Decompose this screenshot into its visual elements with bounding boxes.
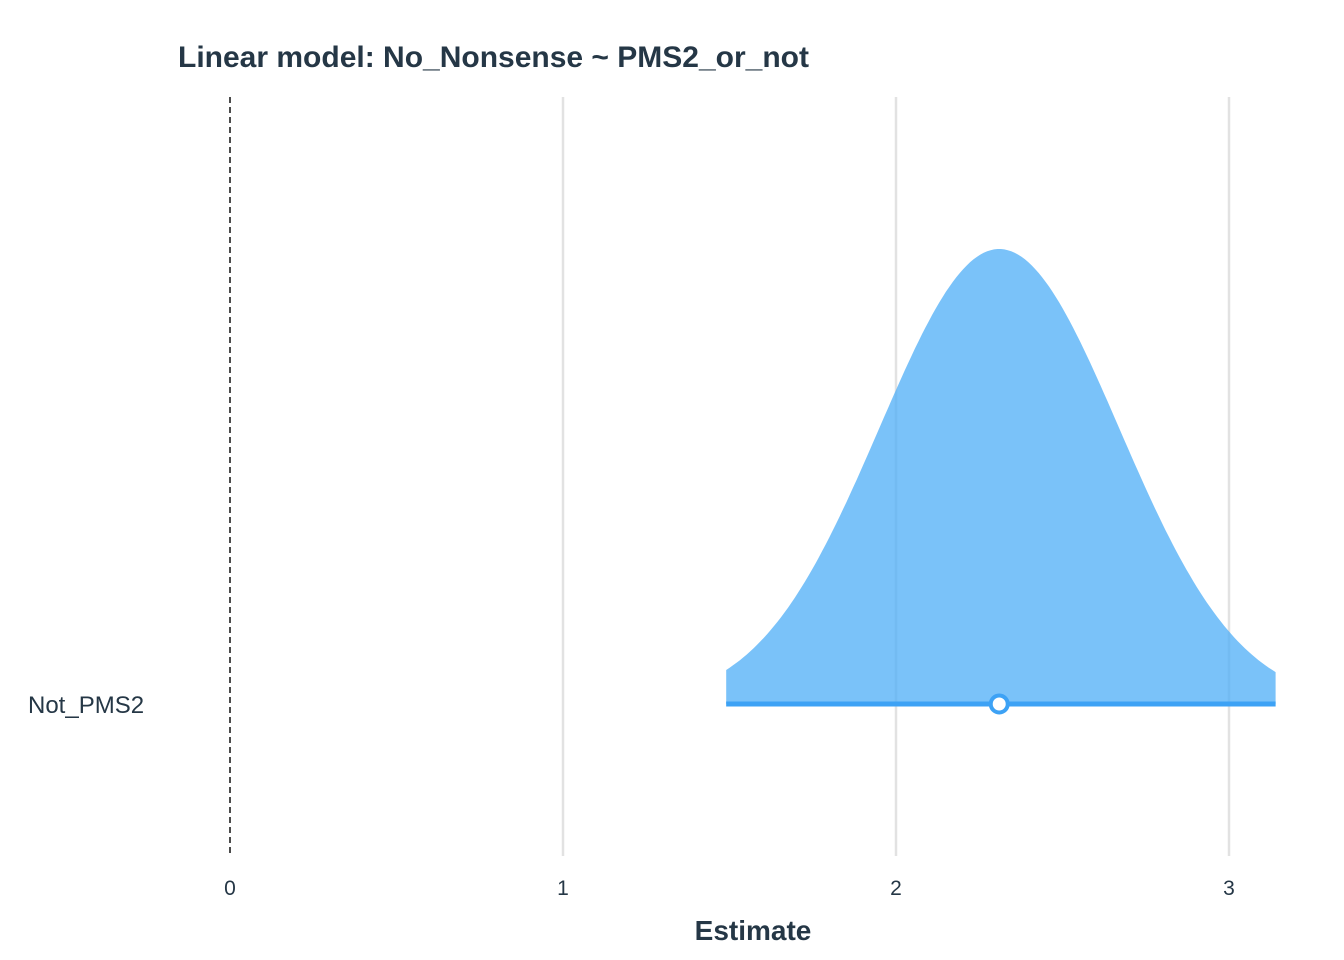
x-axis-title: Estimate bbox=[695, 915, 812, 946]
x-tick-label: 2 bbox=[890, 877, 902, 900]
chart-title: Linear model: No_Nonsense ~ PMS2_or_not bbox=[178, 41, 809, 74]
category-label: Not_PMS2 bbox=[28, 692, 144, 719]
x-tick-labels: 0 1 2 3 bbox=[224, 877, 1235, 900]
x-tick-label: 1 bbox=[557, 877, 569, 900]
density-area bbox=[726, 249, 1276, 704]
y-category-labels: Not_PMS2 bbox=[28, 692, 144, 719]
density-layer bbox=[726, 249, 1276, 715]
x-tick-label: 0 bbox=[224, 877, 236, 900]
point-estimate bbox=[988, 693, 1010, 715]
x-tick-label: 3 bbox=[1223, 877, 1235, 900]
